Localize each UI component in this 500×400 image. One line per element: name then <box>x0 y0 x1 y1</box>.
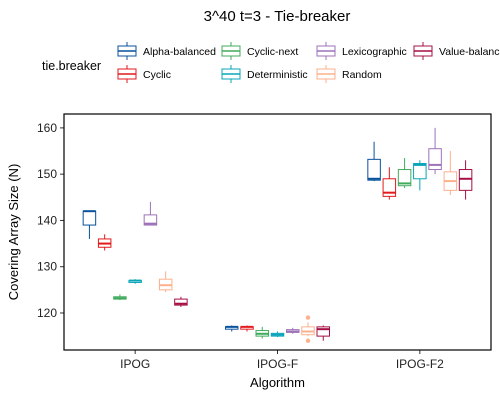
box-body <box>382 178 397 197</box>
plot-panel: 120 130 140 150 160 IPOG IPOG-F IPOG-F2 <box>37 113 492 371</box>
box-random-ipog-f <box>301 315 315 343</box>
box-random-ipog <box>158 271 173 293</box>
legend-label: Value-balanced <box>439 46 500 58</box>
legend: tie.breaker Alpha-balanced Cyclic Cyclic-n… <box>42 42 500 83</box>
box-value-balanced-ipog <box>174 296 188 307</box>
legend-title: tie.breaker <box>42 59 101 73</box>
box-body <box>397 169 412 187</box>
x-tick-label: IPOG <box>120 357 150 371</box>
legend-label: Deterministic <box>247 69 308 81</box>
box-lexicographic-ipog-f <box>285 327 300 334</box>
box-body <box>316 326 331 337</box>
box-lexicographic-ipog-f2 <box>428 127 442 175</box>
y-axis: 120 130 140 150 160 <box>37 121 64 320</box>
y-tick-label: 120 <box>37 306 57 320</box>
box-cyclic-next-ipog-f2 <box>397 157 412 189</box>
box-body <box>428 148 442 171</box>
legend-item-cyclic-next: Cyclic-next <box>221 42 298 60</box>
box-body <box>413 163 427 180</box>
box-deterministic-ipog <box>128 279 142 284</box>
x-axis: IPOG IPOG-F IPOG-F2 <box>120 350 444 371</box>
box-cyclic-next-ipog-f <box>255 326 270 339</box>
box-body <box>82 210 97 226</box>
box-cyclic-next-ipog <box>113 294 127 301</box>
y-tick-label: 160 <box>37 121 57 135</box>
legend-item-random: Random <box>316 65 382 83</box>
boxplot-marks <box>82 127 473 343</box>
box-body <box>143 214 158 226</box>
legend-label: Cyclic-next <box>247 46 298 58</box>
box-alpha-balanced-ipog <box>82 210 97 239</box>
y-tick-label: 140 <box>37 213 57 227</box>
outlier-point <box>305 338 311 343</box>
box-body <box>458 169 473 191</box>
chart-title: 3^40 t=3 - Tie-breaker <box>204 8 351 25</box>
y-tick-label: 130 <box>37 260 57 274</box>
legend-item-deterministic: Deterministic <box>221 65 308 83</box>
x-axis-label: Algorithm <box>250 375 305 390</box>
legend-item-cyclic: Cyclic <box>117 65 171 83</box>
box-body <box>174 298 188 306</box>
box-cyclic-ipog-f <box>240 325 254 332</box>
box-body <box>367 158 381 181</box>
box-lexicographic-ipog <box>143 201 158 226</box>
x-tick-label: IPOG-F2 <box>396 357 444 371</box>
box-cyclic-ipog <box>97 234 112 251</box>
box-random-ipog-f2 <box>443 151 458 195</box>
box-alpha-balanced-ipog-f <box>224 325 239 332</box>
box-deterministic-ipog-f <box>270 331 285 338</box>
legend-label: Lexicographic <box>342 46 407 58</box>
y-axis-label: Covering Array Size (N) <box>6 164 21 301</box>
legend-label: Alpha-balanced <box>143 46 216 58</box>
box-cyclic-ipog-f2 <box>382 167 397 200</box>
box-value-balanced-ipog-f2 <box>458 160 473 200</box>
legend-item-lexicographic: Lexicographic <box>316 42 407 60</box>
legend-label: Random <box>342 69 382 81</box>
legend-label: Cyclic <box>143 69 171 81</box>
legend-item-alpha-balanced: Alpha-balanced <box>117 42 216 60</box>
outlier-point <box>305 315 311 320</box>
plot-border <box>63 113 492 351</box>
box-value-balanced-ipog-f <box>316 325 331 341</box>
y-tick-label: 150 <box>37 167 57 181</box>
box-alpha-balanced-ipog-f2 <box>367 141 381 182</box>
box-deterministic-ipog-f2 <box>413 160 427 191</box>
x-tick-label: IPOG-F <box>257 357 298 371</box>
legend-item-value-balanced: Value-balanced <box>413 42 500 60</box>
